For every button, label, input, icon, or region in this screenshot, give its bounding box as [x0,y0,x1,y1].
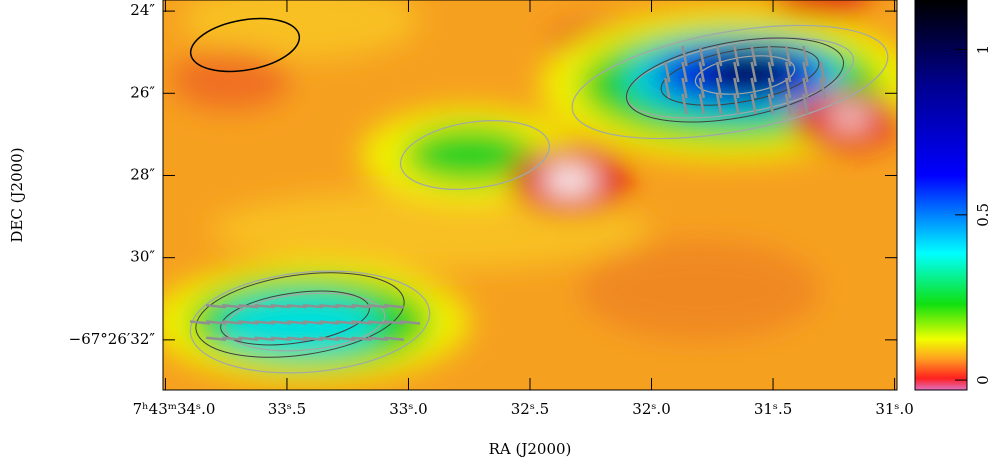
x-tick-label: 33ˢ.5 [268,400,306,418]
x-tick-label: 31ˢ.0 [875,400,913,418]
colorbar [915,0,967,390]
y-tick-label: 26″ [130,83,155,101]
y-tick-label: 30″ [130,248,155,266]
y-tick-label: 28″ [130,165,155,183]
chart: RA (J2000) DEC (J2000) 7ʰ43ᵐ34ˢ.0 33ˢ.5 33… [0,0,990,468]
x-tick-label: 31ˢ.5 [754,400,792,418]
y-tick-label: 24″ [130,1,155,19]
y-tick-label: −67°26′32″ [69,330,156,348]
colorbar-tick-label: 0.5 [974,203,990,227]
image [150,0,920,390]
x-tick-label: 7ʰ43ᵐ34ˢ.0 [133,400,216,418]
x-tick-label: 32ˢ.5 [511,400,549,418]
colorbar-tick-label: 0 [974,375,990,385]
x-tick-label: 33ˢ.0 [389,400,427,418]
x-tick-label: 32ˢ.0 [632,400,670,418]
y-axis-title: DEC (J2000) [8,147,26,242]
colorbar-tick-label: 1 [974,45,990,55]
x-axis-title: RA (J2000) [489,440,572,458]
